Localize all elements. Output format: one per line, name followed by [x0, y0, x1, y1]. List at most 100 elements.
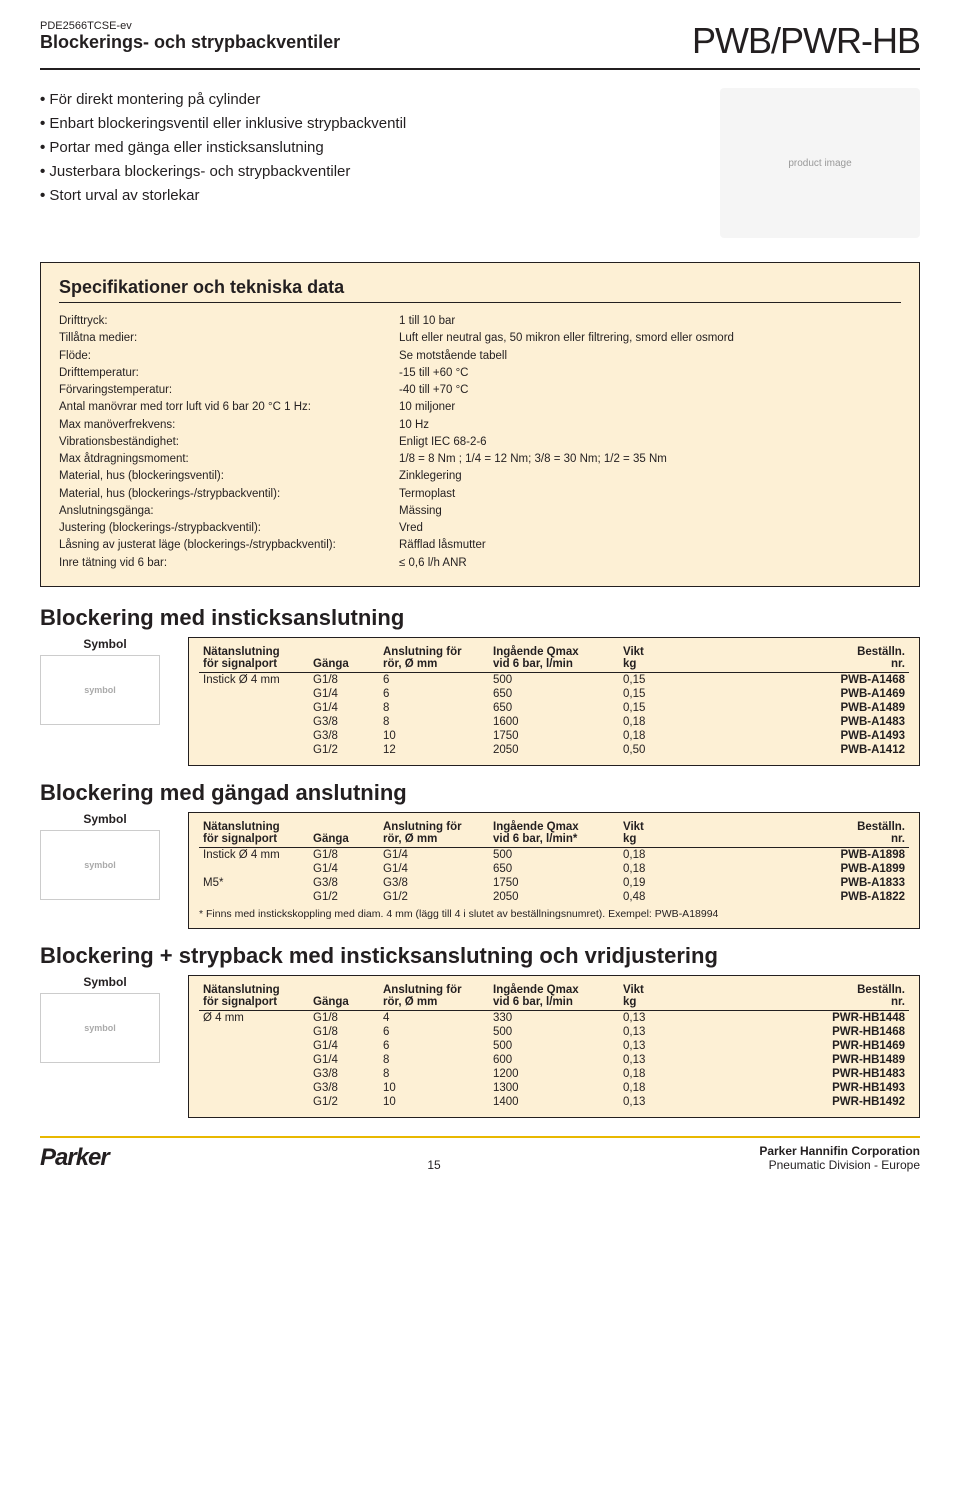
feature-bullets: För direkt montering på cylinderEnbart b…	[40, 88, 406, 208]
table-row: M5*G3/8G3/8 17500,19 PWB-A1833	[199, 876, 909, 890]
spec-box: Specifikationer och tekniska data Driftt…	[40, 262, 920, 587]
spec-row: Förvaringstemperatur:-40 till +70 °C	[59, 382, 901, 399]
table-row: G1/48 6000,13 PWR-HB1489	[199, 1053, 909, 1067]
spec-label: Flöde:	[59, 348, 399, 365]
product-image: product image	[720, 88, 920, 238]
footer-corp: Parker Hannifin Corporation	[759, 1144, 920, 1158]
spec-label: Max manöverfrekvens:	[59, 417, 399, 434]
spec-list: Drifttryck:1 till 10 barTillåtna medier:…	[59, 313, 901, 572]
table-row: G1/210 14000,13 PWR-HB1492	[199, 1095, 909, 1109]
page-number: 15	[427, 1158, 440, 1172]
spec-value: Se motstående tabell	[399, 348, 901, 365]
spec-value: 1 till 10 bar	[399, 313, 901, 330]
footer-logo: Parker	[40, 1144, 109, 1172]
spec-row: Flöde:Se motstående tabell	[59, 348, 901, 365]
spec-label: Låsning av justerat läge (blockerings-/s…	[59, 537, 399, 554]
table-row: G1/4G1/4 6500,18 PWB-A1899	[199, 862, 909, 876]
table2: Nätanslutningför signalport Gänga Anslut…	[199, 819, 909, 904]
table1-box: Nätanslutningför signalport Gänga Anslut…	[188, 637, 920, 766]
spec-row: Justering (blockerings-/strypbackventil)…	[59, 520, 901, 537]
top-rule	[40, 68, 920, 70]
spec-label: Förvaringstemperatur:	[59, 382, 399, 399]
table-row: G1/46 6500,15 PWB-A1469	[199, 687, 909, 701]
spec-value: 10 miljoner	[399, 399, 901, 416]
spec-value: Termoplast	[399, 486, 901, 503]
doc-subtitle: Blockerings- och strypbackventiler	[40, 32, 340, 53]
spec-label: Drifttemperatur:	[59, 365, 399, 382]
footer-right: Parker Hannifin Corporation Pneumatic Di…	[759, 1144, 920, 1172]
table-row: G3/88 12000,18 PWR-HB1483	[199, 1067, 909, 1081]
table-row: G1/46 5000,13 PWR-HB1469	[199, 1039, 909, 1053]
spec-row: Inre tätning vid 6 bar:≤ 0,6 l/h ANR	[59, 555, 901, 572]
section3-row: Symbol symbol Nätanslutningför signalpor…	[40, 975, 920, 1118]
symbol-icon: symbol	[40, 830, 160, 900]
spec-row: Max manöverfrekvens:10 Hz	[59, 417, 901, 434]
spec-value: ≤ 0,6 l/h ANR	[399, 555, 901, 572]
spec-label: Material, hus (blockeringsventil):	[59, 468, 399, 485]
spec-value: Räfflad låsmutter	[399, 537, 901, 554]
symbol-label: Symbol	[83, 637, 126, 651]
header-left: PDE2566TCSE-ev Blockerings- och strypbac…	[40, 20, 340, 53]
symbol-col-1: Symbol symbol	[40, 637, 170, 725]
table1: Nätanslutningför signalport Gänga Anslut…	[199, 644, 909, 757]
footer-div: Pneumatic Division - Europe	[759, 1158, 920, 1172]
spec-label: Antal manövrar med torr luft vid 6 bar 2…	[59, 399, 399, 416]
spec-row: Material, hus (blockerings-/strypbackven…	[59, 486, 901, 503]
spec-label: Justering (blockerings-/strypbackventil)…	[59, 520, 399, 537]
spec-value: Mässing	[399, 503, 901, 520]
symbol-col-2: Symbol symbol	[40, 812, 170, 900]
spec-row: Drifttemperatur:-15 till +60 °C	[59, 365, 901, 382]
table-row: Instick Ø 4 mmG1/86 5000,15 PWB-A1468	[199, 672, 909, 687]
feature-bullet: Enbart blockeringsventil eller inklusive…	[40, 112, 406, 136]
spec-value: 10 Hz	[399, 417, 901, 434]
symbol-label: Symbol	[83, 812, 126, 826]
spec-value: Luft eller neutral gas, 50 mikron eller …	[399, 330, 901, 347]
table2-note: * Finns med instickskoppling med diam. 4…	[199, 908, 909, 920]
feature-bullet: Stort urval av storlekar	[40, 184, 406, 208]
spec-value: Zinklegering	[399, 468, 901, 485]
spec-label: Anslutningsgänga:	[59, 503, 399, 520]
spec-value: Vred	[399, 520, 901, 537]
table-row: Instick Ø 4 mmG1/8G1/4 5000,18 PWB-A1898	[199, 847, 909, 862]
product-code: PWB/PWR-HB	[692, 20, 920, 62]
table2-box: Nätanslutningför signalport Gänga Anslut…	[188, 812, 920, 929]
spec-row: Låsning av justerat läge (blockerings-/s…	[59, 537, 901, 554]
spec-value: Enligt IEC 68-2-6	[399, 434, 901, 451]
spec-row: Tillåtna medier:Luft eller neutral gas, …	[59, 330, 901, 347]
section2-row: Symbol symbol Nätanslutningför signalpor…	[40, 812, 920, 929]
table-row: G1/86 5000,13 PWR-HB1468	[199, 1025, 909, 1039]
section2-title: Blockering med gängad anslutning	[40, 780, 920, 806]
section1-row: Symbol symbol Nätanslutningför signalpor…	[40, 637, 920, 766]
page-header: PDE2566TCSE-ev Blockerings- och strypbac…	[40, 20, 920, 62]
symbol-icon: symbol	[40, 993, 160, 1063]
doc-code: PDE2566TCSE-ev	[40, 20, 340, 32]
section3-title: Blockering + strypback med insticksanslu…	[40, 943, 920, 969]
table3-box: Nätanslutningför signalport Gänga Anslut…	[188, 975, 920, 1118]
feature-bullet: Portar med gänga eller insticksanslutnin…	[40, 136, 406, 160]
feature-bullet: För direkt montering på cylinder	[40, 88, 406, 112]
symbol-col-3: Symbol symbol	[40, 975, 170, 1063]
table-row: G3/810 13000,18 PWR-HB1493	[199, 1081, 909, 1095]
spec-row: Antal manövrar med torr luft vid 6 bar 2…	[59, 399, 901, 416]
intro-row: För direkt montering på cylinderEnbart b…	[40, 88, 920, 238]
spec-row: Anslutningsgänga:Mässing	[59, 503, 901, 520]
spec-label: Vibrationsbeständighet:	[59, 434, 399, 451]
spec-row: Max åtdragningsmoment:1/8 = 8 Nm ; 1/4 =…	[59, 451, 901, 468]
table-row: G1/2G1/2 20500,48 PWB-A1822	[199, 890, 909, 904]
section1-title: Blockering med insticksanslutning	[40, 605, 920, 631]
spec-value: -40 till +70 °C	[399, 382, 901, 399]
spec-label: Drifttryck:	[59, 313, 399, 330]
page-footer: Parker 15 Parker Hannifin Corporation Pn…	[40, 1136, 920, 1172]
table3: Nätanslutningför signalport Gänga Anslut…	[199, 982, 909, 1109]
table-row: G3/88 16000,18 PWB-A1483	[199, 715, 909, 729]
symbol-icon: symbol	[40, 655, 160, 725]
spec-title: Specifikationer och tekniska data	[59, 277, 901, 298]
spec-value: -15 till +60 °C	[399, 365, 901, 382]
spec-row: Material, hus (blockeringsventil):Zinkle…	[59, 468, 901, 485]
symbol-label: Symbol	[83, 975, 126, 989]
feature-bullet: Justerbara blockerings- och strypbackven…	[40, 160, 406, 184]
table-row: G1/212 20500,50 PWB-A1412	[199, 743, 909, 757]
spec-value: 1/8 = 8 Nm ; 1/4 = 12 Nm; 3/8 = 30 Nm; 1…	[399, 451, 901, 468]
spec-rule	[59, 302, 901, 303]
spec-row: Drifttryck:1 till 10 bar	[59, 313, 901, 330]
